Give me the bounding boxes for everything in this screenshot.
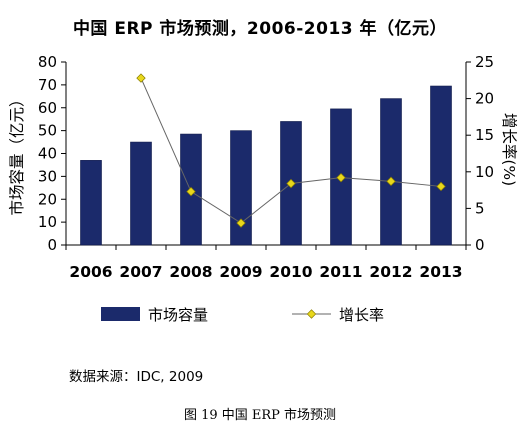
bar (80, 160, 102, 246)
x-tick-label: 2010 (269, 263, 312, 281)
left-tick-label: 50 (38, 122, 57, 140)
right-tick-label: 10 (475, 163, 494, 181)
left-tick-label: 60 (38, 99, 57, 117)
bar (430, 85, 452, 246)
right-tick-label: 5 (475, 199, 485, 217)
y2-axis-title: 增长率(%) (500, 113, 518, 186)
x-tick-label: 2009 (219, 263, 262, 281)
left-tick-label: 70 (38, 76, 57, 94)
line-point (136, 73, 146, 83)
left-tick-label: 20 (38, 190, 57, 208)
x-tick-label: 2012 (369, 263, 412, 281)
bar (230, 130, 252, 246)
line-point (436, 181, 446, 192)
left-tick-label: 10 (38, 213, 57, 231)
x-tick-label: 2011 (319, 263, 362, 281)
legend-label-bar: 市场容量 (148, 306, 208, 324)
left-tick-label: 0 (47, 236, 57, 254)
legend-marker-line (306, 309, 317, 319)
legend-swatch-bar (101, 307, 140, 321)
left-tick-label: 80 (38, 53, 57, 71)
figure-caption: 图 19 中国 ERP 市场预测 (183, 408, 337, 423)
right-tick-label: 20 (475, 90, 494, 108)
x-tick-label: 2013 (419, 263, 462, 281)
x-tick-label: 2007 (119, 263, 162, 281)
source-note: 数据来源：IDC, 2009 (69, 369, 204, 385)
right-tick-label: 15 (475, 126, 494, 144)
y-axis-title: 市场容量（亿元） (8, 91, 26, 215)
bar (380, 98, 402, 246)
line-point (386, 176, 396, 187)
right-tick-label: 25 (475, 53, 494, 71)
line-point (336, 172, 346, 183)
line-point (286, 178, 296, 189)
left-tick-label: 40 (38, 145, 57, 163)
chart-title: 中国 ERP 市场预测，2006-2013 年（亿元） (72, 19, 448, 39)
left-tick-label: 30 (38, 167, 57, 185)
line-point (236, 218, 246, 228)
bar (130, 141, 152, 246)
legend-label-line: 增长率 (339, 306, 384, 324)
x-tick-label: 2008 (169, 263, 212, 281)
right-tick-label: 0 (475, 236, 485, 254)
line-point (186, 186, 196, 197)
x-tick-label: 2006 (69, 263, 112, 281)
